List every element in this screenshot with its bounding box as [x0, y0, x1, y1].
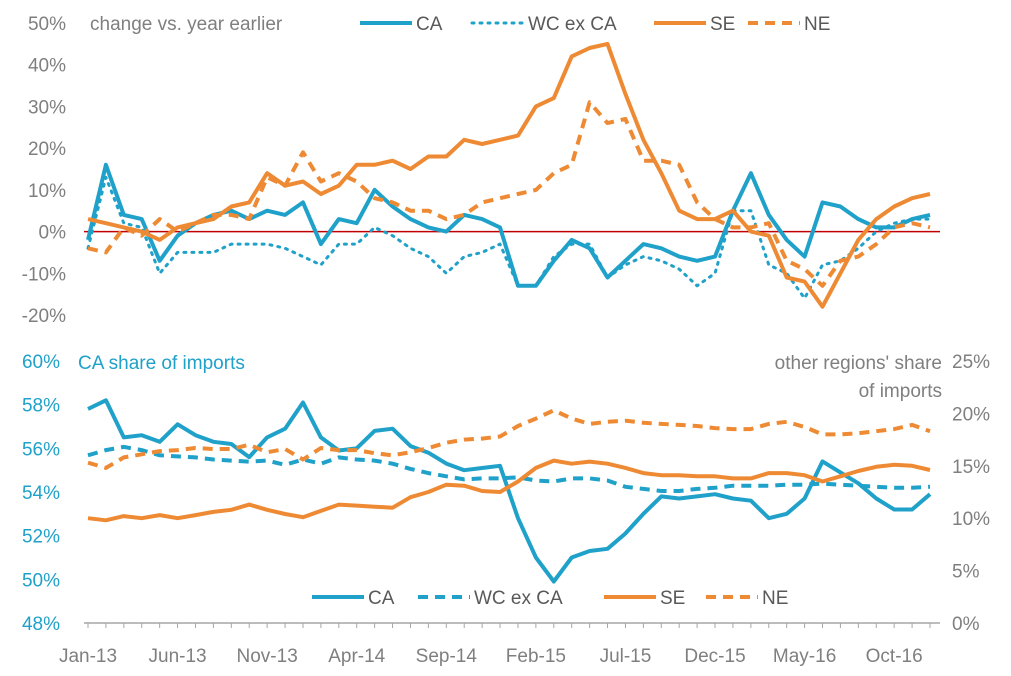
series-line-se [87, 41, 931, 309]
bottom-panel: 48% 50% 52% 54% 56% 58% 60% 0% 5% 10% 15% 20% 25% CA … [22, 352, 990, 635]
top-y-tick-label: 20% [28, 139, 66, 160]
bottom-series-line-se [87, 458, 931, 523]
x-tick-label: Jan-13 [59, 646, 117, 667]
series-line-ne [87, 100, 931, 288]
series-line-wc-ex-ca [86, 175, 932, 300]
top-panel-title: change vs. year earlier [90, 14, 283, 35]
bottom-legend-label: NE [762, 588, 788, 609]
top-y-tick-label: 10% [28, 181, 66, 202]
x-tick-label: Nov-13 [237, 646, 298, 667]
bottom-left-y-tick-label: 52% [22, 527, 60, 548]
bottom-right-title-line1: other regions' share [775, 353, 942, 374]
legend-label: CA [416, 14, 443, 35]
bottom-series-line-wc-ex-ca [87, 444, 931, 493]
x-tick-label: Apr-14 [328, 646, 385, 667]
top-y-tick-label: 30% [28, 97, 66, 118]
bottom-right-y-tick-label: 10% [952, 509, 990, 530]
bottom-left-y-tick-label: 58% [22, 396, 60, 417]
series-line-ca [86, 162, 931, 288]
top-y-tick-label: 50% [28, 14, 66, 35]
legend-label: WC ex CA [528, 14, 617, 35]
x-tick-label: Dec-15 [684, 646, 745, 667]
top-y-tick-label: 40% [28, 56, 66, 77]
top-y-tick-label: -20% [22, 306, 66, 327]
bottom-legend-label: CA [368, 588, 395, 609]
x-tick-label: May-16 [773, 646, 836, 667]
bottom-left-y-tick-label: 54% [22, 483, 60, 504]
legend-label: NE [804, 14, 830, 35]
bottom-right-title-line2: of imports [859, 381, 942, 402]
x-tick-label: Jun-13 [149, 646, 207, 667]
bottom-left-y-tick-label: 48% [22, 614, 60, 635]
x-tick-label: Jul-15 [600, 646, 652, 667]
top-y-tick-label: -10% [22, 264, 66, 285]
bottom-right-y-tick-label: 25% [952, 352, 990, 373]
x-tick-label: Sep-14 [416, 646, 478, 667]
bottom-series-line-ca [87, 398, 932, 584]
x-tick-label: Oct-16 [866, 646, 923, 667]
top-panel: -20% -10% 0% 10% 20% 30% 40% 50% change vs. year… [22, 14, 940, 327]
bottom-legend-label: SE [660, 588, 685, 609]
bottom-series-line-ne [87, 408, 931, 470]
bottom-left-y-tick-label: 56% [22, 439, 60, 460]
bottom-right-y-tick-label: 20% [952, 404, 990, 425]
legend-label: SE [710, 14, 735, 35]
x-axis: Jan-13 Jun-13 Nov-13 Apr-14 Sep-14 Feb-15 Jul-… [59, 622, 940, 667]
bottom-panel-title: CA share of imports [78, 353, 245, 374]
bottom-right-y-tick-label: 0% [952, 614, 980, 635]
x-tick-label: Feb-15 [506, 646, 566, 667]
bottom-left-y-tick-label: 60% [22, 352, 60, 373]
top-y-tick-label: 0% [39, 223, 67, 244]
bottom-right-y-tick-label: 5% [952, 562, 980, 583]
bottom-legend-label: WC ex CA [474, 588, 563, 609]
bottom-left-y-tick-label: 50% [22, 570, 60, 591]
bottom-right-y-tick-label: 15% [952, 457, 990, 478]
